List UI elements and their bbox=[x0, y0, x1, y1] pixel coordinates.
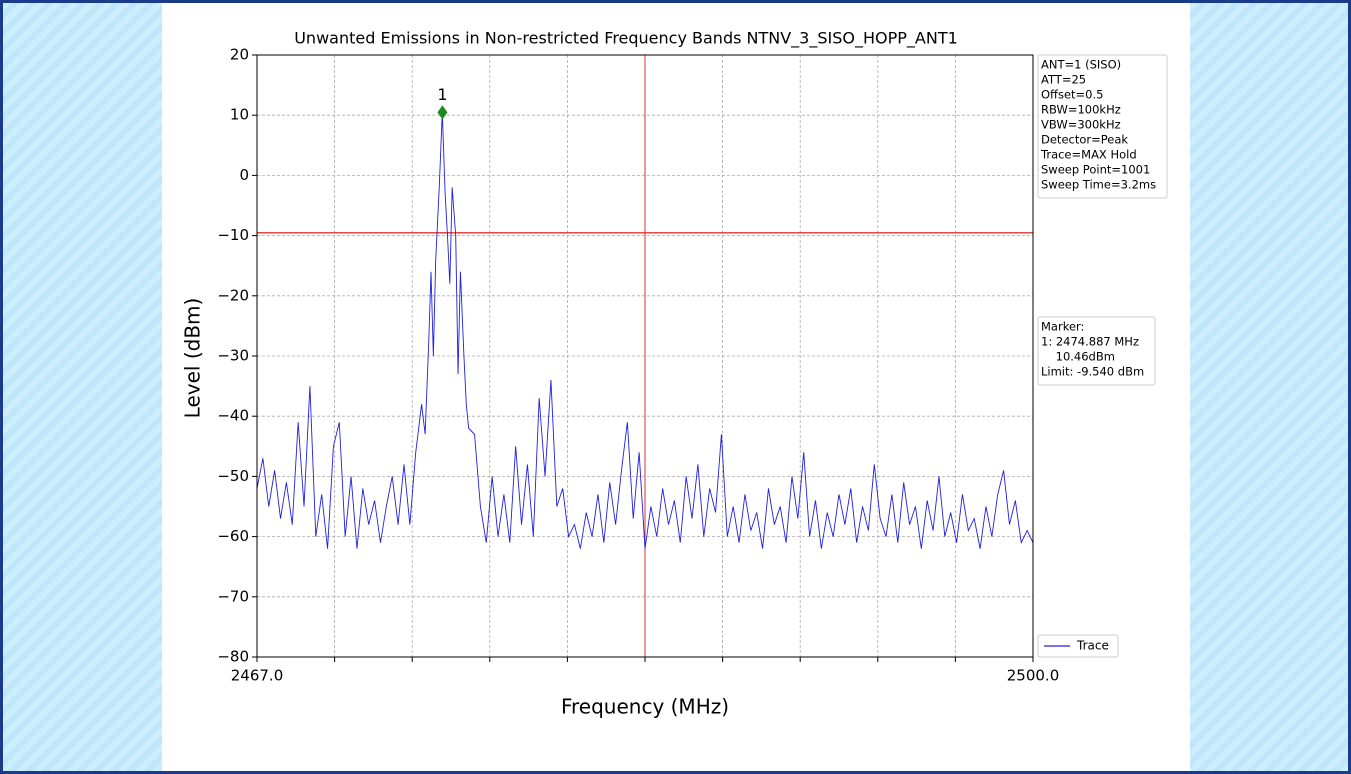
settings-text: Sweep Time=3.2ms bbox=[1041, 178, 1156, 192]
settings-text: Sweep Point=1001 bbox=[1041, 163, 1150, 177]
y-tick-label: 20 bbox=[230, 46, 249, 64]
y-tick-label: 0 bbox=[239, 166, 249, 184]
chart-panel bbox=[162, 3, 1190, 771]
x-tick-label: 2500.0 bbox=[1007, 667, 1060, 685]
settings-text: Detector=Peak bbox=[1041, 133, 1128, 147]
legend-box bbox=[1037, 634, 1119, 658]
chart-title: Unwanted Emissions in Non-restricted Fre… bbox=[294, 29, 958, 49]
settings-text: RBW=100kHz bbox=[1041, 103, 1121, 117]
marker-info-box bbox=[1037, 316, 1156, 386]
plot-frame bbox=[256, 54, 1034, 658]
x-tick-label: 2467.0 bbox=[231, 667, 284, 685]
settings-text: Offset=0.5 bbox=[1041, 88, 1103, 102]
y-tick-label: 10 bbox=[230, 106, 249, 124]
y-tick-label: −40 bbox=[217, 407, 249, 425]
marker-info-text: Marker: bbox=[1041, 320, 1084, 334]
y-tick-label: −60 bbox=[217, 527, 249, 545]
settings-text: Trace=MAX Hold bbox=[1040, 148, 1137, 162]
settings-text: VBW=300kHz bbox=[1041, 118, 1121, 132]
marker-info-text: 10.46dBm bbox=[1041, 350, 1115, 364]
marker-info-text: 1: 2474.887 MHz bbox=[1041, 335, 1139, 349]
settings-text: ANT=1 (SISO) bbox=[1041, 58, 1121, 72]
settings-box bbox=[1037, 54, 1168, 199]
y-tick-label: −80 bbox=[217, 648, 249, 666]
y-tick-label: −30 bbox=[217, 347, 249, 365]
y-tick-label: −20 bbox=[217, 286, 249, 304]
settings-text: ATT=25 bbox=[1041, 73, 1086, 87]
y-tick-label: −10 bbox=[217, 226, 249, 244]
legend-label: Trace bbox=[1076, 639, 1109, 653]
x-axis-label: Frequency (MHz) bbox=[561, 695, 729, 719]
marker-label: 1 bbox=[437, 85, 447, 104]
y-axis-label: Level (dBm) bbox=[181, 298, 205, 419]
y-tick-label: −70 bbox=[217, 587, 249, 605]
trace-line bbox=[256, 112, 1034, 549]
y-tick-label: −50 bbox=[217, 467, 249, 485]
marker-info-text: Limit: -9.540 dBm bbox=[1041, 365, 1144, 379]
peak-marker bbox=[437, 105, 448, 120]
